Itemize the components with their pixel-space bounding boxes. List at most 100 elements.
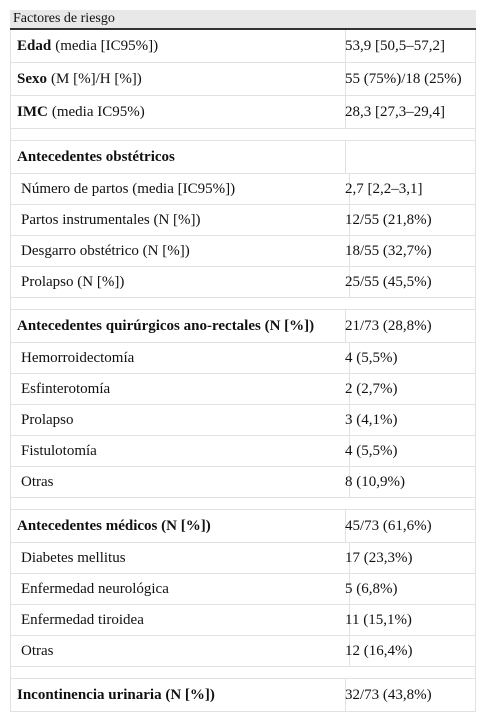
- value-cell: 12 (16,4%): [345, 636, 413, 666]
- table-row: Antecedentes médicos (N [%]) 45/73 (61,6%…: [10, 510, 476, 543]
- table-row: Número de partos (media [IC95%]) 2,7 [2,2…: [10, 174, 476, 205]
- label-bold: Antecedentes quirúrgicos ano-rectales (N…: [17, 317, 315, 334]
- label-cell: Partos instrumentales (N [%]): [11, 205, 350, 235]
- label-cell: Esfinterotomía: [11, 374, 350, 404]
- value-text: 4 (5,5%): [345, 349, 398, 366]
- label-bold: Antecedentes obstétricos: [17, 148, 175, 165]
- table-row: Sexo (M [%]/H [%]) 55 (75%)/18 (25%): [10, 63, 476, 96]
- spacer-row: [10, 498, 476, 510]
- table-row: Antecedentes obstétricos: [10, 141, 476, 174]
- label-text: Enfermedad neurológica: [21, 580, 169, 597]
- label-text: Diabetes mellitus: [21, 549, 126, 566]
- value-text: 8 (10,9%): [345, 473, 405, 490]
- table-row: Enfermedad neurológica 5 (6,8%): [10, 574, 476, 605]
- value-text: 21/73 (28,8%): [345, 317, 432, 334]
- value-cell: 53,9 [50,5–57,2]: [345, 30, 445, 62]
- value-cell: 4 (5,5%): [345, 436, 398, 466]
- table-row: Otras 12 (16,4%): [10, 636, 476, 667]
- value-cell: 8 (10,9%): [345, 467, 405, 497]
- value-text: 12/55 (21,8%): [345, 211, 432, 228]
- label-bold: Edad: [17, 37, 52, 54]
- table-row: Diabetes mellitus 17 (23,3%): [10, 543, 476, 574]
- label-cell: Antecedentes médicos (N [%]): [11, 510, 346, 542]
- value-text: 28,3 [27,3–29,4]: [345, 103, 445, 120]
- table: Factores de riesgo Edad (media [IC95%]) 53…: [10, 10, 476, 712]
- label-cell: Antecedentes obstétricos: [11, 141, 346, 173]
- value-cell: 17 (23,3%): [345, 543, 413, 573]
- table-row: IMC (media IC95%) 28,3 [27,3–29,4]: [10, 96, 476, 129]
- table-row: Incontinencia urinaria (N [%]) 32/73 (43,…: [10, 679, 476, 712]
- value-text: 5 (6,8%): [345, 580, 398, 597]
- value-text: 4 (5,5%): [345, 442, 398, 459]
- label-text: Partos instrumentales (N [%]): [21, 211, 201, 228]
- value-text: 3 (4,1%): [345, 411, 398, 428]
- label-cell: Sexo (M [%]/H [%]): [11, 63, 346, 95]
- table-row: Antecedentes quirúrgicos ano-rectales (N…: [10, 310, 476, 343]
- value-cell: 45/73 (61,6%): [345, 510, 432, 542]
- label-bold: Sexo: [17, 70, 47, 87]
- label-text: Número de partos (media [IC95%]): [21, 180, 236, 197]
- value-cell: 2,7 [2,2–3,1]: [345, 174, 423, 204]
- value-cell: 11 (15,1%): [345, 605, 412, 635]
- label-cell: Enfermedad tiroidea: [11, 605, 350, 635]
- table-row: Edad (media [IC95%]) 53,9 [50,5–57,2]: [10, 30, 476, 63]
- label-text: Otras: [21, 642, 54, 659]
- value-cell: 4 (5,5%): [345, 343, 398, 373]
- value-cell: 12/55 (21,8%): [345, 205, 432, 235]
- table-row: Prolapso 3 (4,1%): [10, 405, 476, 436]
- label-cell: Otras: [11, 636, 350, 666]
- label-text: (media IC95%): [51, 103, 145, 120]
- label-text: Prolapso: [21, 411, 74, 428]
- label-cell: Número de partos (media [IC95%]): [11, 174, 350, 204]
- label-cell: Prolapso: [11, 405, 350, 435]
- label-bold: Incontinencia urinaria (N [%]): [17, 686, 215, 703]
- value-text: 17 (23,3%): [345, 549, 413, 566]
- label-text: Enfermedad tiroidea: [21, 611, 144, 628]
- value-cell: 28,3 [27,3–29,4]: [345, 96, 445, 128]
- value-cell: 5 (6,8%): [345, 574, 398, 604]
- value-text: 25/55 (45,5%): [345, 273, 432, 290]
- value-text: 32/73 (43,8%): [345, 686, 432, 703]
- label-cell: Desgarro obstétrico (N [%]): [11, 236, 350, 266]
- value-text: 18/55 (32,7%): [345, 242, 432, 259]
- value-text: 55 (75%)/18 (25%): [345, 70, 462, 87]
- label-cell: Otras: [11, 467, 350, 497]
- value-cell: 21/73 (28,8%): [345, 310, 432, 342]
- label-bold: Antecedentes médicos (N [%]): [17, 517, 211, 534]
- value-cell: 25/55 (45,5%): [345, 267, 432, 297]
- table-row: Prolapso (N [%]) 25/55 (45,5%): [10, 267, 476, 298]
- value-cell: 32/73 (43,8%): [345, 679, 432, 711]
- value-text: 2,7 [2,2–3,1]: [345, 180, 423, 197]
- table-row: Hemorroidectomía 4 (5,5%): [10, 343, 476, 374]
- label-cell: Hemorroidectomía: [11, 343, 350, 373]
- value-text: 45/73 (61,6%): [345, 517, 432, 534]
- value-cell: 3 (4,1%): [345, 405, 398, 435]
- value-cell: 18/55 (32,7%): [345, 236, 432, 266]
- spacer-row: [10, 129, 476, 141]
- label-text: Esfinterotomía: [21, 380, 111, 397]
- label-text: Prolapso (N [%]): [21, 273, 125, 290]
- label-text: Hemorroidectomía: [21, 349, 135, 366]
- value-cell: 2 (2,7%): [345, 374, 398, 404]
- label-text: (media [IC95%]): [55, 37, 159, 54]
- label-cell: Incontinencia urinaria (N [%]): [11, 679, 346, 711]
- value-cell: 55 (75%)/18 (25%): [345, 63, 462, 95]
- label-cell: Prolapso (N [%]): [11, 267, 350, 297]
- label-text: Fistulotomía: [21, 442, 97, 459]
- label-bold: IMC: [17, 103, 48, 120]
- label-cell: Diabetes mellitus: [11, 543, 350, 573]
- label-text: Otras: [21, 473, 54, 490]
- label-cell: Edad (media [IC95%]): [11, 30, 346, 62]
- value-text: 11 (15,1%): [345, 611, 412, 628]
- label-cell: IMC (media IC95%): [11, 96, 346, 128]
- spacer-row: [10, 298, 476, 310]
- value-text: 12 (16,4%): [345, 642, 413, 659]
- label-cell: Enfermedad neurológica: [11, 574, 350, 604]
- table-row: Otras 8 (10,9%): [10, 467, 476, 498]
- table-row: Desgarro obstétrico (N [%]) 18/55 (32,7%): [10, 236, 476, 267]
- label-cell: Antecedentes quirúrgicos ano-rectales (N…: [11, 310, 346, 342]
- value-text: 53,9 [50,5–57,2]: [345, 37, 445, 54]
- table-row: Partos instrumentales (N [%]) 12/55 (21,8…: [10, 205, 476, 236]
- table-row: Enfermedad tiroidea 11 (15,1%): [10, 605, 476, 636]
